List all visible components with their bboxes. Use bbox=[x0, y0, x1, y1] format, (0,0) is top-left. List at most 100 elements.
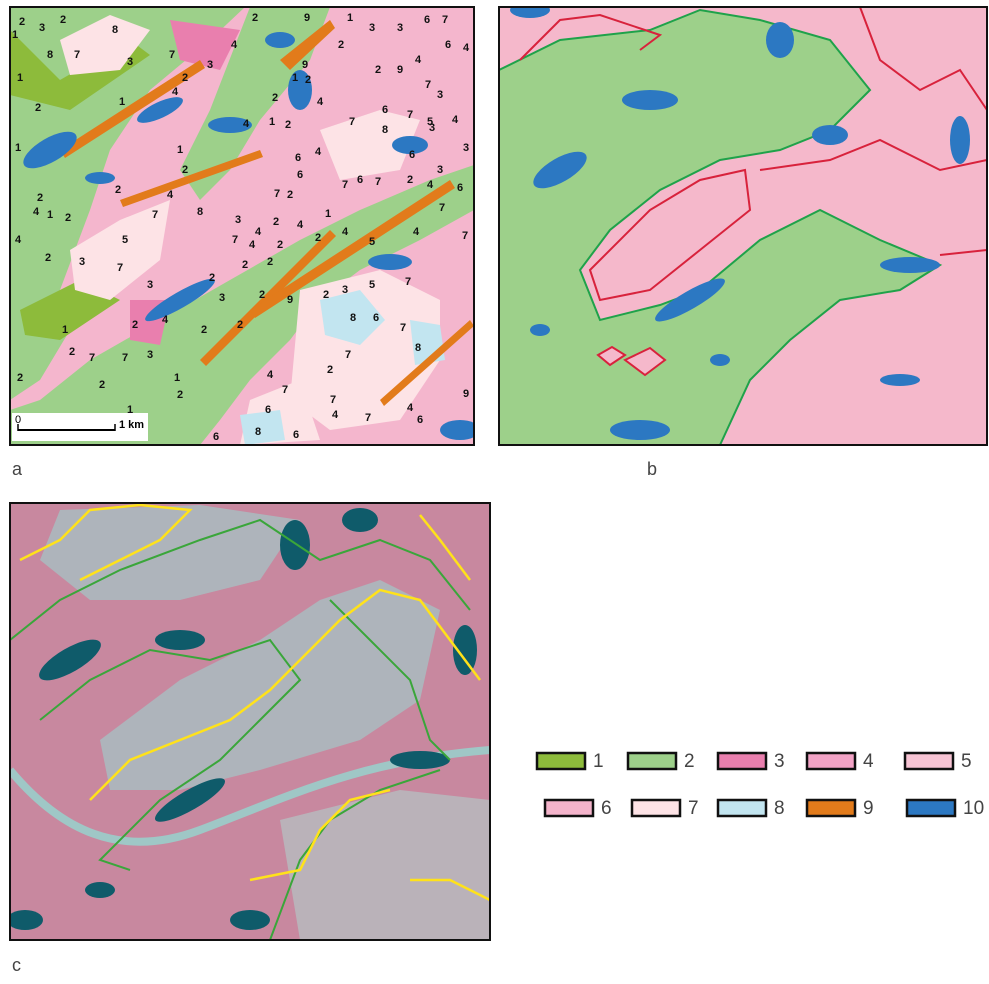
map-label: 1 bbox=[127, 404, 133, 416]
map-label: 3 bbox=[79, 256, 85, 268]
legend-swatch bbox=[537, 753, 585, 769]
map-label: 6 bbox=[295, 152, 301, 164]
map-label: 2 bbox=[99, 379, 105, 391]
map-label: 4 bbox=[415, 54, 422, 66]
map-label: 3 bbox=[437, 164, 443, 176]
map-label: 2 bbox=[267, 256, 273, 268]
map-label: 2 bbox=[327, 364, 333, 376]
map-label: 3 bbox=[219, 292, 225, 304]
map-label: 7 bbox=[282, 384, 288, 396]
map-label: 2 bbox=[305, 74, 311, 86]
map-label: 2 bbox=[273, 216, 279, 228]
map-label: 4 bbox=[407, 402, 414, 414]
map-label: 4 bbox=[249, 239, 256, 251]
map-label: 6 bbox=[213, 431, 219, 443]
legend-label: 3 bbox=[774, 751, 785, 772]
map-label: 2 bbox=[277, 239, 283, 251]
map-label: 6 bbox=[445, 39, 451, 51]
map-label: 5 bbox=[369, 279, 375, 291]
map-label: 3 bbox=[207, 59, 213, 71]
map-label: 1 bbox=[17, 72, 23, 84]
legend-swatch bbox=[907, 800, 955, 816]
map-label: 4 bbox=[267, 369, 274, 381]
map-label: 6 bbox=[373, 312, 379, 324]
map-label: 3 bbox=[235, 214, 241, 226]
map-label: 2 bbox=[375, 64, 381, 76]
legend-swatch bbox=[632, 800, 680, 816]
map-label: 2 bbox=[285, 119, 291, 131]
map-label: 1 bbox=[174, 372, 180, 384]
legend-label: 4 bbox=[863, 751, 874, 772]
legend-swatch bbox=[807, 800, 855, 816]
map-label: 6 bbox=[409, 149, 415, 161]
map-label: 6 bbox=[417, 414, 423, 426]
legend-swatch bbox=[905, 753, 953, 769]
map-label: 6 bbox=[457, 182, 463, 194]
map-label: 7 bbox=[117, 262, 123, 274]
map-label: 6 bbox=[382, 104, 388, 116]
map-label: 7 bbox=[442, 14, 448, 26]
map-label: 4 bbox=[15, 234, 22, 246]
map-label: 1 bbox=[325, 208, 331, 220]
map-label: 2 bbox=[45, 252, 51, 264]
map-label: 7 bbox=[74, 49, 80, 61]
map-label: 7 bbox=[407, 109, 413, 121]
map-label: 4 bbox=[172, 86, 179, 98]
map-label: 2 bbox=[323, 289, 329, 301]
map-label: 2 bbox=[252, 12, 258, 24]
panel-label: a bbox=[12, 459, 23, 479]
map-label: 9 bbox=[397, 64, 403, 76]
map-label: 7 bbox=[169, 49, 175, 61]
map-label: 7 bbox=[400, 322, 406, 334]
map-label: 7 bbox=[405, 276, 411, 288]
map-label: 3 bbox=[437, 89, 443, 101]
map-label: 1 bbox=[47, 209, 53, 221]
map-label: 4 bbox=[231, 39, 238, 51]
map-label: 1 bbox=[119, 96, 125, 108]
map-label: 7 bbox=[152, 209, 158, 221]
map-label: 6 bbox=[424, 14, 430, 26]
map-label: 7 bbox=[349, 116, 355, 128]
map-label: 3 bbox=[342, 284, 348, 296]
map-label: 4 bbox=[243, 118, 250, 130]
map-label: 2 bbox=[60, 14, 66, 26]
map-label: 5 bbox=[427, 116, 433, 128]
map-label: 7 bbox=[342, 179, 348, 191]
map-label: 4 bbox=[162, 314, 169, 326]
map-label: 1 bbox=[15, 142, 21, 154]
map-label: 1 bbox=[269, 116, 275, 128]
map-label: 8 bbox=[415, 342, 421, 354]
map-label: 7 bbox=[122, 352, 128, 364]
map-label: 3 bbox=[127, 56, 133, 68]
map-label: 4 bbox=[342, 226, 349, 238]
map-label: 8 bbox=[47, 49, 53, 61]
map-label: 4 bbox=[167, 189, 174, 201]
map-label: 9 bbox=[287, 294, 293, 306]
map-label: 1 bbox=[347, 12, 353, 24]
map-label: 7 bbox=[439, 202, 445, 214]
map-label: 6 bbox=[293, 429, 299, 441]
map-label: 2 bbox=[19, 16, 25, 28]
satellite-image bbox=[7, 503, 490, 940]
map-label: 2 bbox=[315, 232, 321, 244]
map-label: 2 bbox=[69, 346, 75, 358]
map-label: 4 bbox=[413, 226, 420, 238]
legend-label: 9 bbox=[863, 798, 874, 819]
scale-start: 0 bbox=[15, 414, 21, 426]
map-label: 8 bbox=[382, 124, 388, 136]
legend-label: 6 bbox=[601, 798, 612, 819]
map-label: 7 bbox=[274, 188, 280, 200]
map-label: 4 bbox=[33, 206, 40, 218]
map-label: 2 bbox=[17, 372, 23, 384]
map-label: 2 bbox=[242, 259, 248, 271]
legend-label: 10 bbox=[963, 798, 984, 819]
map-label: 2 bbox=[209, 272, 215, 284]
map-label: 7 bbox=[425, 79, 431, 91]
map-label: 2 bbox=[37, 192, 43, 204]
map-label: 2 bbox=[272, 92, 278, 104]
map-label: 8 bbox=[197, 206, 203, 218]
map-label: 4 bbox=[315, 146, 322, 158]
panel-label: c bbox=[12, 955, 21, 975]
map-label: 2 bbox=[35, 102, 41, 114]
map-label: 4 bbox=[452, 114, 459, 126]
